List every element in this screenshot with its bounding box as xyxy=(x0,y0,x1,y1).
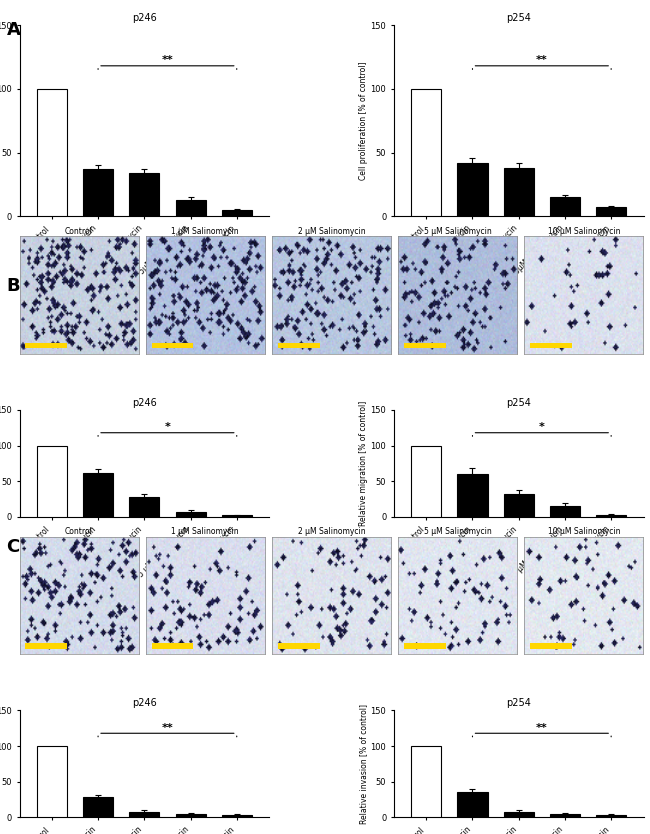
Text: *: * xyxy=(539,422,545,432)
Y-axis label: Relative invasion [% of control]: Relative invasion [% of control] xyxy=(359,704,368,824)
Bar xyxy=(278,643,320,649)
Bar xyxy=(25,343,67,348)
Title: 1 μM Salinomycin: 1 μM Salinomycin xyxy=(172,227,239,235)
Bar xyxy=(83,797,113,817)
Bar xyxy=(458,163,488,216)
Bar xyxy=(596,815,626,817)
Bar xyxy=(37,746,67,817)
Bar xyxy=(458,792,488,817)
Title: 5 μM Salinomycin: 5 μM Salinomycin xyxy=(424,527,491,536)
Text: A: A xyxy=(6,21,20,39)
Bar xyxy=(129,173,159,216)
Bar xyxy=(37,445,67,517)
Bar xyxy=(596,515,626,517)
Bar xyxy=(411,746,441,817)
Title: p254: p254 xyxy=(506,698,531,708)
Text: **: ** xyxy=(162,722,174,732)
Bar xyxy=(504,168,534,216)
Bar xyxy=(83,473,113,517)
Bar xyxy=(176,199,205,216)
Text: *: * xyxy=(164,422,170,432)
Title: 2 μM Salinomycin: 2 μM Salinomycin xyxy=(298,527,365,536)
Title: 10 μM Salinomycin: 10 μM Salinomycin xyxy=(548,227,620,235)
Title: p254: p254 xyxy=(506,398,531,408)
Bar xyxy=(129,811,159,817)
Title: Control: Control xyxy=(65,527,93,536)
Bar xyxy=(222,815,252,817)
Title: 5 μM Salinomycin: 5 μM Salinomycin xyxy=(424,227,491,235)
Bar xyxy=(550,197,580,216)
Bar xyxy=(530,643,572,649)
Title: 2 μM Salinomycin: 2 μM Salinomycin xyxy=(298,227,365,235)
Bar xyxy=(83,169,113,216)
Y-axis label: Relative migration [% of control]: Relative migration [% of control] xyxy=(359,401,368,526)
Bar xyxy=(25,643,67,649)
Bar xyxy=(176,512,205,517)
Bar xyxy=(550,814,580,817)
Bar xyxy=(411,445,441,517)
Bar xyxy=(404,343,446,348)
Text: C: C xyxy=(6,538,20,556)
Bar xyxy=(404,643,446,649)
Bar xyxy=(129,497,159,517)
Title: 1 μM Salinomycin: 1 μM Salinomycin xyxy=(172,527,239,536)
Y-axis label: Cell proliferation [% of control]: Cell proliferation [% of control] xyxy=(359,62,368,180)
Title: 10 μM Salinomycin: 10 μM Salinomycin xyxy=(548,527,620,536)
Bar xyxy=(530,343,572,348)
Text: **: ** xyxy=(536,722,548,732)
Title: p246: p246 xyxy=(132,13,157,23)
Bar xyxy=(504,494,534,517)
Text: B: B xyxy=(6,277,20,295)
Bar xyxy=(37,88,67,216)
Title: Control: Control xyxy=(65,227,93,235)
Bar xyxy=(176,814,205,817)
Bar xyxy=(222,515,252,517)
Title: p246: p246 xyxy=(132,698,157,708)
Bar xyxy=(151,343,193,348)
Bar xyxy=(596,208,626,216)
Bar xyxy=(458,474,488,517)
Bar xyxy=(151,643,193,649)
Bar xyxy=(550,506,580,517)
Title: p246: p246 xyxy=(132,398,157,408)
Title: p254: p254 xyxy=(506,13,531,23)
Bar xyxy=(411,88,441,216)
Text: **: ** xyxy=(536,54,548,64)
Bar xyxy=(504,811,534,817)
Bar xyxy=(222,210,252,216)
Text: **: ** xyxy=(162,54,174,64)
Bar xyxy=(278,343,320,348)
